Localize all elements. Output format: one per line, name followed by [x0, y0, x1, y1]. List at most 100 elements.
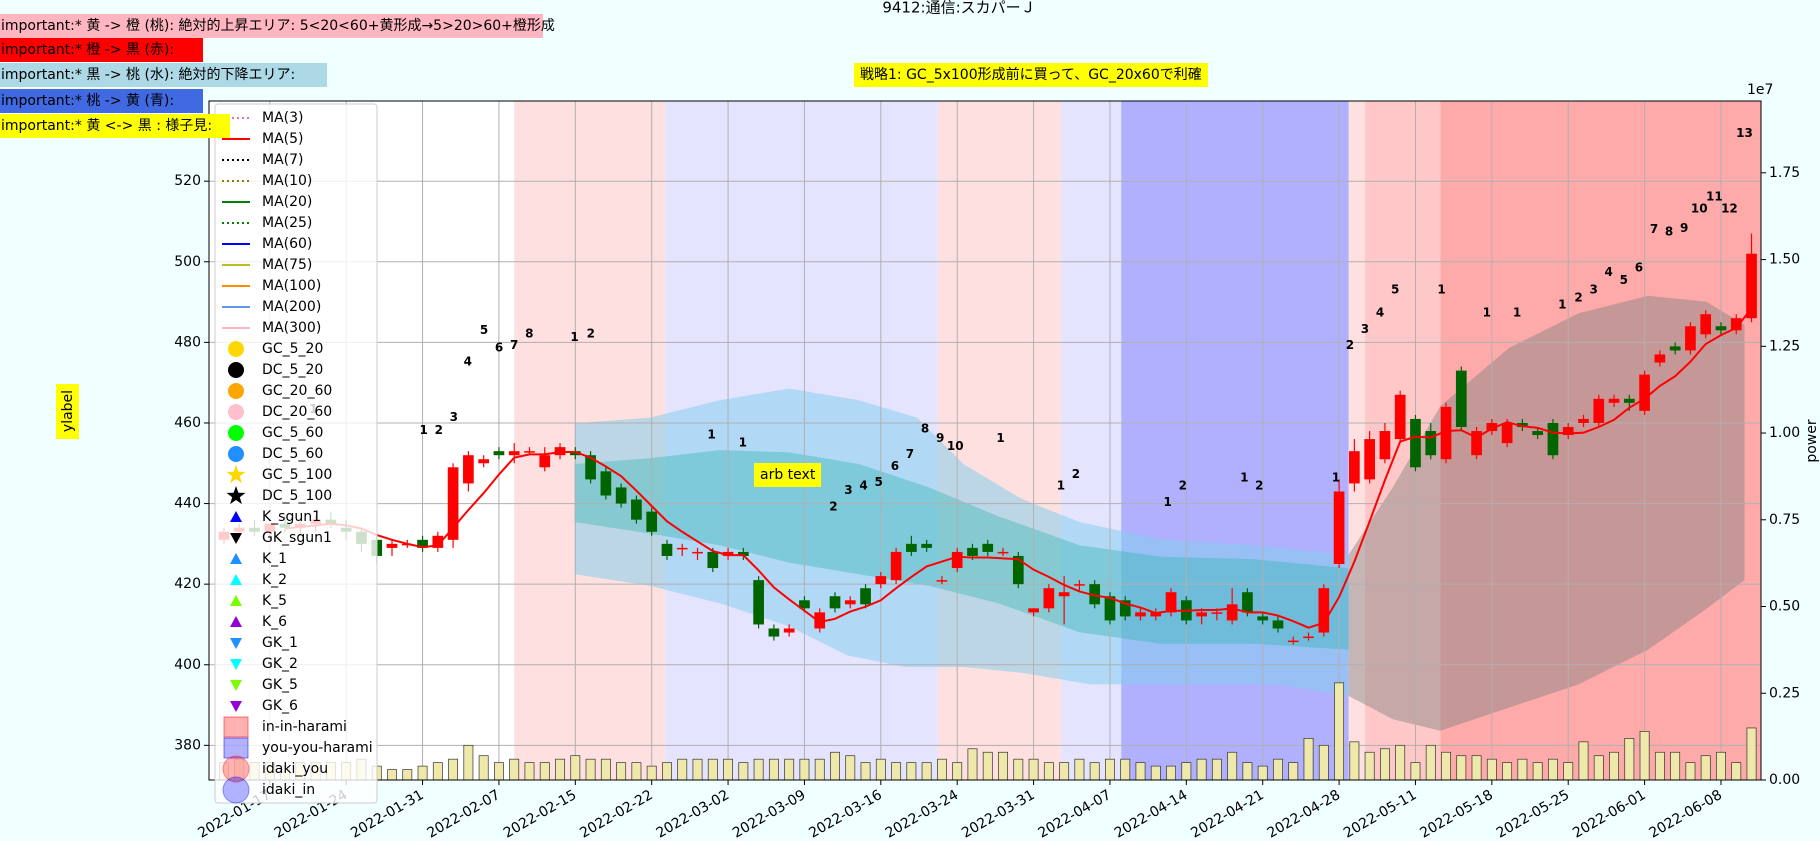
volume-bar — [1456, 755, 1467, 780]
legend-swatch — [228, 362, 244, 378]
legend-label: K_6 — [262, 614, 287, 630]
x-tick-label: 2022-03-02 — [654, 787, 732, 841]
candle-body — [569, 451, 581, 456]
volume-bar — [1043, 762, 1054, 780]
legend-swatch — [230, 553, 242, 564]
legend-label: MA(10) — [262, 173, 312, 189]
candle-body — [1150, 612, 1162, 617]
x-tick-label: 2022-03-31 — [959, 787, 1037, 841]
volume-bar — [646, 765, 657, 780]
candle-body — [1089, 584, 1101, 605]
legend-swatch — [226, 465, 246, 484]
volume-bar — [738, 762, 749, 780]
candle-body — [936, 580, 948, 582]
candle-body — [1318, 588, 1330, 633]
signal-count: 1 — [1437, 283, 1445, 297]
legend-label: K_2 — [262, 572, 287, 588]
volume-bar — [570, 755, 581, 780]
volume-bar — [509, 758, 520, 780]
signal-count: 5 — [1620, 273, 1628, 287]
volume-bar — [1089, 762, 1100, 780]
volume-bar — [799, 758, 810, 780]
candle-body — [722, 551, 734, 556]
volume-bar — [1211, 758, 1222, 780]
candle-body — [906, 543, 917, 552]
volume-bar — [1670, 751, 1681, 780]
legend-swatch — [230, 511, 242, 522]
legend-label: GK_sgun1 — [262, 530, 332, 546]
y2-tick-label: 1.75 — [1769, 165, 1800, 181]
legend-swatch — [222, 755, 250, 783]
legend-label: DC_20_60 — [262, 404, 332, 420]
signal-count: 11 — [1706, 190, 1723, 204]
candle-body — [1562, 427, 1574, 436]
candle-body — [1685, 326, 1696, 351]
legend-swatch — [230, 533, 242, 544]
legend-swatch — [230, 574, 242, 585]
candle-body — [1593, 398, 1605, 423]
candle-body — [508, 451, 520, 456]
candle-body — [1287, 640, 1299, 643]
candle-body — [921, 543, 932, 548]
volume-bar — [1334, 682, 1345, 780]
signal-count: 3 — [1589, 283, 1597, 297]
candle-body — [1578, 418, 1589, 423]
candle-body — [493, 451, 505, 456]
volume-bar — [1074, 758, 1085, 780]
x-tick-label: 2022-06-08 — [1647, 787, 1725, 841]
chart-title: 9412:通信:スカパーＪ — [882, 0, 1035, 17]
candle-body — [1211, 612, 1223, 614]
signal-count: 5 — [480, 323, 488, 337]
volume-bar — [463, 744, 474, 780]
candle-body — [1043, 588, 1055, 609]
legend: MA(3) MA(5) MA(7) MA(10) MA(20) MA(25) MA(60) M… — [214, 103, 378, 804]
volume-bar — [982, 751, 993, 780]
signal-count: 12 — [1721, 201, 1738, 215]
x-tick-label: 2022-05-11 — [1341, 787, 1419, 841]
candle-body — [1517, 422, 1528, 428]
x-tick-label: 2022-02-22 — [577, 787, 655, 841]
signal-count: 10 — [1691, 201, 1708, 215]
volume-bar — [1273, 758, 1283, 780]
volume-bar — [1593, 755, 1604, 780]
volume-bar — [555, 758, 565, 780]
signal-count: 1 — [1332, 470, 1340, 484]
volume-bar — [1349, 741, 1360, 780]
legend-label: GK_6 — [262, 698, 298, 714]
volume-bar — [1318, 744, 1329, 780]
volume-bar — [768, 758, 779, 780]
y2-tick-label: 0.25 — [1769, 685, 1800, 701]
candle-body — [737, 551, 749, 556]
volume-bar — [1425, 744, 1436, 780]
volume-bar — [448, 758, 459, 780]
x-tick-label: 2022-03-24 — [883, 787, 962, 841]
volume-bar — [1227, 751, 1238, 780]
signal-count: 9 — [1680, 221, 1688, 235]
band — [574, 450, 1349, 650]
legend-label: MA(60) — [262, 236, 312, 252]
legend-label: MA(100) — [262, 278, 321, 294]
note: important:* 橙 -> 黒 (赤): — [0, 38, 203, 62]
candle-body — [1501, 422, 1513, 444]
candle-body — [1623, 398, 1635, 403]
candle-body — [676, 547, 688, 550]
volume-bar — [417, 765, 428, 780]
x-tick-label: 2022-04-07 — [1035, 787, 1113, 841]
candle-body — [1471, 431, 1482, 456]
legend-swatch — [228, 341, 244, 357]
volume-bar — [1685, 762, 1696, 780]
legend-label: GK_2 — [262, 656, 298, 672]
signal-count: 3 — [844, 483, 852, 497]
candle-body — [1455, 370, 1467, 428]
volume-bar — [1364, 751, 1375, 780]
volume-bar — [967, 748, 978, 780]
legend-swatch — [223, 737, 249, 759]
volume-bar — [1654, 751, 1665, 780]
legend-label: you-you-harami — [262, 740, 373, 756]
y2-tick-label: 0.00 — [1769, 772, 1800, 788]
candle-body — [585, 455, 596, 480]
legend-label: GC_5_100 — [262, 467, 332, 483]
volume-bar — [1517, 758, 1528, 780]
volume-bar — [936, 758, 947, 780]
legend-label: MA(25) — [262, 215, 312, 231]
